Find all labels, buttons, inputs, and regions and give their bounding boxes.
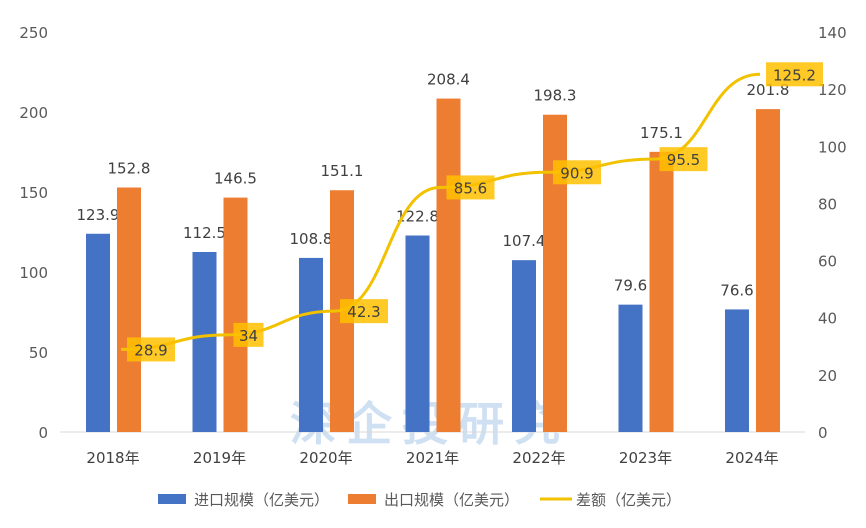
- y2-tick-label: 140: [818, 24, 847, 42]
- data-label-box: [340, 299, 388, 324]
- data-label-import: 112.5: [183, 224, 226, 242]
- bar-import: [86, 233, 110, 432]
- bar-import: [512, 260, 536, 432]
- data-label-export: 175.1: [640, 124, 683, 142]
- data-label-difference: 28.9: [134, 341, 167, 359]
- data-label-export: 198.3: [534, 87, 577, 105]
- bar-import: [618, 304, 643, 432]
- y-tick-label: 50: [29, 344, 48, 362]
- data-label-difference: 85.6: [454, 179, 487, 197]
- x-tick-label: 2019年: [193, 449, 246, 467]
- data-label-import: 107.4: [503, 232, 546, 250]
- data-label-difference: 90.9: [560, 164, 593, 182]
- data-label-export: 152.8: [108, 160, 151, 178]
- bar-export: [117, 187, 141, 432]
- line-difference: [120, 72, 761, 351]
- legend-label: 差额（亿美元）: [576, 491, 681, 509]
- y-tick-label: 150: [19, 184, 48, 202]
- bar-export: [436, 98, 461, 432]
- x-tick-label: 2022年: [512, 449, 565, 467]
- data-label-box: [127, 337, 175, 362]
- data-label-export: 208.4: [427, 71, 470, 89]
- data-label-box: [446, 175, 495, 200]
- data-label-difference: 95.5: [667, 151, 700, 169]
- data-label-box: [233, 322, 264, 347]
- x-tick-label: 2024年: [725, 449, 778, 467]
- y-tick-label: 0: [38, 424, 48, 442]
- data-label-difference: 42.3: [347, 303, 380, 321]
- y2-tick-label: 40: [818, 310, 837, 328]
- legend-swatch: [348, 494, 376, 504]
- legend-label: 进口规模（亿美元）: [194, 491, 329, 509]
- y2-tick-label: 60: [818, 253, 837, 271]
- legend-swatch: [158, 494, 186, 504]
- bar-import: [725, 309, 749, 432]
- y-tick-label: 250: [19, 24, 48, 42]
- bar-export: [756, 109, 780, 433]
- data-label-difference: 34: [239, 327, 258, 345]
- data-label-difference: 125.2: [773, 66, 816, 84]
- bar-import: [192, 252, 217, 432]
- y2-tick-label: 120: [818, 81, 847, 99]
- y2-tick-label: 80: [818, 195, 837, 213]
- data-label-box: [553, 160, 601, 185]
- bar-import: [405, 235, 430, 432]
- x-tick-label: 2021年: [406, 449, 459, 467]
- data-label-import: 123.9: [77, 206, 120, 224]
- y2-tick-label: 20: [818, 367, 837, 385]
- x-tick-label: 2018年: [86, 449, 139, 467]
- data-label-import: 108.8: [290, 230, 333, 248]
- data-label-export: 146.5: [214, 170, 257, 188]
- bar-export: [223, 197, 248, 432]
- legend-label: 出口规模（亿美元）: [384, 491, 519, 509]
- y-tick-label: 200: [19, 104, 48, 122]
- bar-import: [299, 257, 323, 432]
- data-label-import: 79.6: [614, 277, 647, 295]
- bar-export: [649, 151, 674, 432]
- data-label-box: [766, 62, 823, 87]
- data-label-export: 151.1: [321, 162, 364, 180]
- data-label-box: [659, 147, 708, 172]
- data-label-import: 76.6: [720, 281, 753, 299]
- x-tick-label: 2023年: [619, 449, 672, 467]
- x-tick-label: 2020年: [299, 449, 352, 467]
- y2-tick-label: 100: [818, 138, 847, 156]
- y-tick-label: 100: [19, 264, 48, 282]
- y2-tick-label: 0: [818, 424, 828, 442]
